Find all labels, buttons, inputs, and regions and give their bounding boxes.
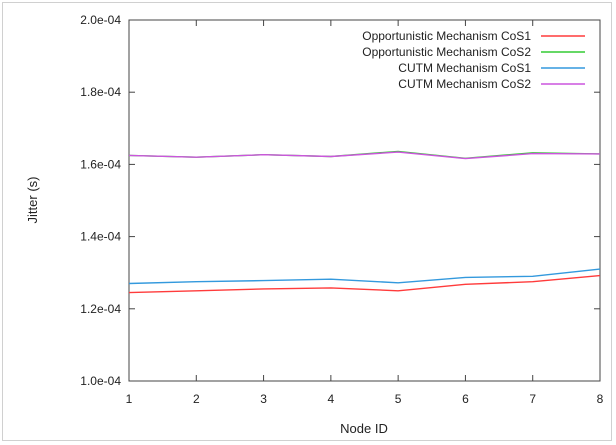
series-line-3 [128,268,601,285]
y-tick-label: 1.8e-04 [80,85,121,99]
x-tick-label: 3 [260,392,267,406]
legend-label: Opportunistic Mechanism CoS2 [362,45,531,59]
y-tick-label: 2.0e-04 [80,13,121,27]
y-tick-label: 1.0e-04 [80,374,121,388]
x-axis-label: Node ID [340,421,388,436]
chart-frame: 1.0e-04 1.2e-04 1.4e-04 1.6e-04 1.8e-04 2.0e-… [2,2,612,441]
x-tick-label: 5 [395,392,402,406]
plot-area [128,19,601,382]
x-tick-label: 8 [597,392,604,406]
x-tick-label: 2 [193,392,200,406]
y-axis-label: Jitter (s) [25,177,40,224]
series-line-4 [128,151,601,160]
y-tick-label: 1.4e-04 [80,230,121,244]
x-tick-label: 4 [328,392,335,406]
legend-label: CUTM Mechanism CoS2 [398,77,531,91]
x-tick-label: 1 [126,392,133,406]
series-lines [128,150,601,294]
legend-label: CUTM Mechanism CoS1 [398,61,531,75]
x-tick-label: 6 [462,392,469,406]
series-line-1 [128,274,601,294]
x-tick-label: 7 [529,392,536,406]
y-tick-label: 1.2e-04 [80,302,121,316]
legend-label: Opportunistic Mechanism CoS1 [362,29,531,43]
y-tick-label: 1.6e-04 [80,157,121,171]
legend: Opportunistic Mechanism CoS1 Opportunisti… [362,29,585,91]
y-axis: 1.0e-04 1.2e-04 1.4e-04 1.6e-04 1.8e-04 2.0e-… [80,13,600,388]
line-chart: 1.0e-04 1.2e-04 1.4e-04 1.6e-04 1.8e-04 2.0e-… [25,13,604,436]
x-axis: 1 2 3 4 5 6 7 8 [126,20,604,406]
